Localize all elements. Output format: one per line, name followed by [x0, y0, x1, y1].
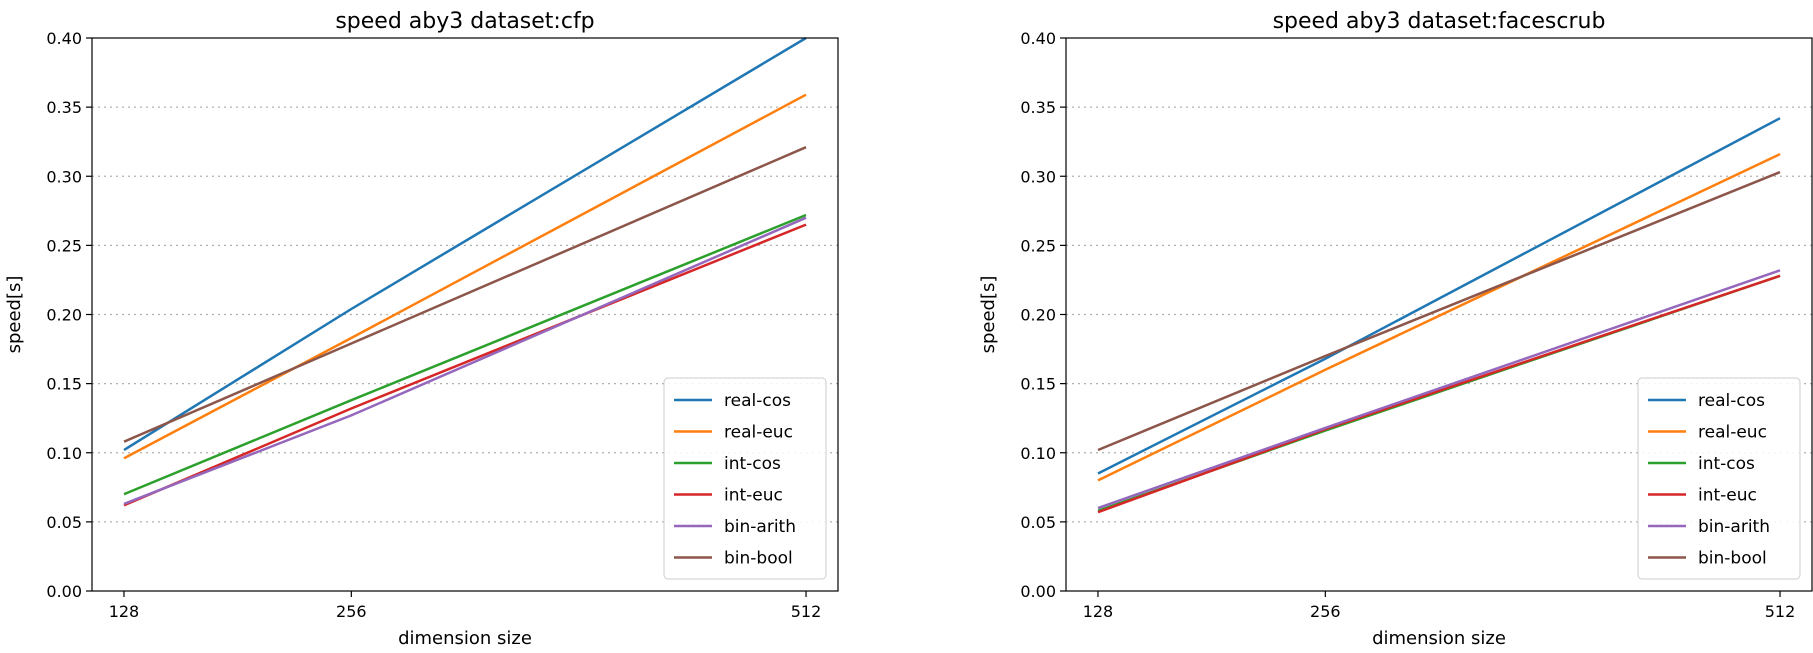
legend-label: int-cos [724, 454, 781, 474]
legend-label: real-cos [724, 391, 791, 411]
legend-label: real-euc [724, 423, 793, 443]
legend-label: real-euc [1698, 423, 1767, 443]
y-tick-label: 0.10 [46, 444, 82, 463]
series-line-real-euc [1097, 152, 1781, 482]
series-line-real-euc [123, 93, 807, 460]
chart-title: speed aby3 dataset:facescrub [1273, 9, 1606, 34]
legend-label: int-euc [724, 486, 783, 506]
y-tick-label: 0.00 [46, 582, 82, 601]
y-tick-label: 0.20 [1020, 306, 1056, 325]
y-tick-label: 0.15 [46, 375, 82, 394]
y-tick-label: 0.25 [1020, 236, 1056, 255]
series-line-bin-arith [123, 216, 807, 506]
legend-label: bin-bool [1698, 549, 1767, 569]
x-axis-label: dimension size [1372, 628, 1506, 649]
legend: real-cos real-euc int-cos int-euc bin-arith b… [1637, 377, 1801, 580]
chart-title: speed aby3 dataset:cfp [335, 9, 594, 34]
legend-label: int-euc [1698, 486, 1757, 506]
y-tick-label: 0.40 [1020, 29, 1056, 48]
series-line-bin-bool [123, 146, 807, 443]
y-tick-label: 0.25 [46, 236, 82, 255]
legend-label: int-cos [1698, 454, 1755, 474]
plot-frame [1065, 37, 1813, 592]
chart-2: speed aby3 dataset:facescrub 0.00 0.05 0.10… [978, 9, 1813, 649]
x-tick-label: 512 [791, 602, 822, 621]
legend-box [1637, 377, 1801, 580]
legend-label: bin-arith [1698, 517, 1770, 537]
x-tick-label: 512 [1765, 602, 1796, 621]
y-tick-label: 0.40 [46, 29, 82, 48]
y-tick-label: 0.30 [1020, 167, 1056, 186]
y-tick-label: 0.35 [1020, 98, 1056, 117]
y-tick-label: 0.20 [46, 306, 82, 325]
y-axis-label: speed[s] [978, 276, 999, 354]
x-axis-label: dimension size [398, 628, 532, 649]
chart-1: speed aby3 dataset:cfp 0.00 0.05 0.10 0.15 0.… [4, 9, 839, 649]
y-tick-label: 0.05 [46, 513, 82, 532]
y-axis-label: speed[s] [4, 276, 25, 354]
y-tick-label: 0.10 [1020, 444, 1056, 463]
legend: real-cos real-euc int-cos int-euc bin-arith b… [663, 377, 827, 580]
y-tick-label: 0.05 [1020, 513, 1056, 532]
x-tick-label: 256 [1310, 602, 1341, 621]
series-line-real-cos [1097, 117, 1781, 475]
legend-box [663, 377, 827, 580]
y-tick-label: 0.15 [1020, 375, 1056, 394]
y-tick-label: 0.00 [1020, 582, 1056, 601]
x-tick-label: 128 [109, 602, 140, 621]
y-tick-label: 0.35 [46, 98, 82, 117]
series-line-int-euc [123, 223, 807, 507]
x-tick-label: 128 [1083, 602, 1114, 621]
legend-label: bin-bool [724, 549, 793, 569]
series-line-int-cos [123, 213, 807, 496]
x-tick-label: 256 [336, 602, 367, 621]
y-tick-label: 0.30 [46, 167, 82, 186]
series-line-real-cos [123, 36, 807, 452]
plot-frame [91, 37, 839, 592]
series-line-bin-arith [1097, 269, 1781, 510]
series-line-bin-bool [1097, 170, 1781, 452]
legend-label: real-cos [1698, 391, 1765, 411]
legend-label: bin-arith [724, 517, 796, 537]
